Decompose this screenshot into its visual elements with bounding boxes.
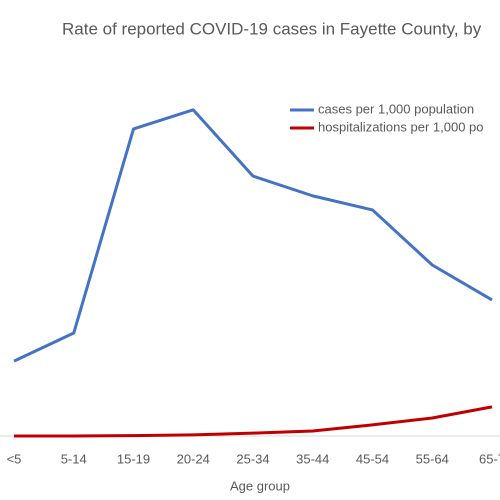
series-line bbox=[14, 405, 493, 438]
x-tick-label: 45-54 bbox=[356, 451, 389, 466]
legend-label: hospitalizations per 1,000 po bbox=[318, 119, 484, 134]
x-tick-label: 35-44 bbox=[296, 451, 329, 466]
x-axis-label: Age group bbox=[230, 478, 290, 493]
legend-label: cases per 1,000 population bbox=[318, 101, 474, 116]
x-tick-label: 65-7 bbox=[479, 451, 500, 466]
x-tick-label: 5-14 bbox=[61, 451, 87, 466]
chart-title: Rate of reported COVID-19 cases in Fayet… bbox=[62, 19, 482, 38]
series-line bbox=[13, 108, 493, 363]
x-tick-label: 15-19 bbox=[117, 451, 150, 466]
x-tick-label: 25-34 bbox=[236, 451, 269, 466]
x-tick-label: <5 bbox=[7, 451, 22, 466]
x-tick-label: 55-64 bbox=[416, 451, 449, 466]
x-tick-label: 20-24 bbox=[177, 451, 210, 466]
